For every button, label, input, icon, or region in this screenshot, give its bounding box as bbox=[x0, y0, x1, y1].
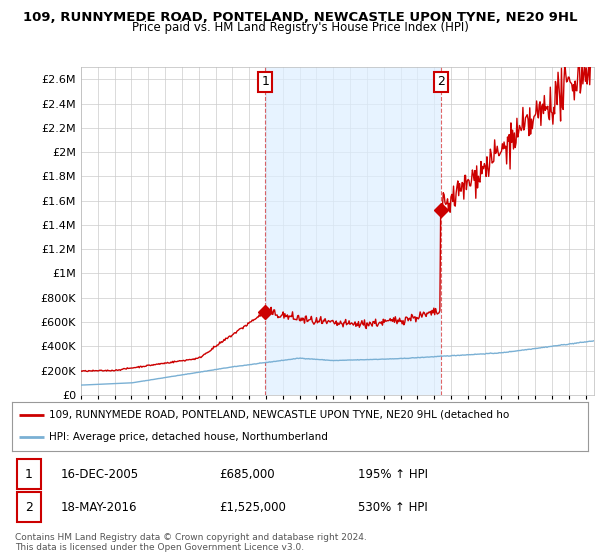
FancyBboxPatch shape bbox=[17, 492, 41, 522]
Text: 530% ↑ HPI: 530% ↑ HPI bbox=[358, 501, 427, 514]
Text: 109, RUNNYMEDE ROAD, PONTELAND, NEWCASTLE UPON TYNE, NE20 9HL: 109, RUNNYMEDE ROAD, PONTELAND, NEWCASTL… bbox=[23, 11, 577, 24]
Text: HPI: Average price, detached house, Northumberland: HPI: Average price, detached house, Nort… bbox=[49, 432, 328, 442]
Text: £1,525,000: £1,525,000 bbox=[220, 501, 286, 514]
Text: 1: 1 bbox=[25, 468, 32, 480]
Text: 2: 2 bbox=[25, 501, 32, 514]
Text: 1: 1 bbox=[262, 76, 269, 88]
Text: £685,000: £685,000 bbox=[220, 468, 275, 480]
Text: 195% ↑ HPI: 195% ↑ HPI bbox=[358, 468, 428, 480]
Text: 16-DEC-2005: 16-DEC-2005 bbox=[61, 468, 139, 480]
Bar bbox=[265, 67, 440, 395]
Text: 18-MAY-2016: 18-MAY-2016 bbox=[61, 501, 137, 514]
Text: Contains HM Land Registry data © Crown copyright and database right 2024.: Contains HM Land Registry data © Crown c… bbox=[15, 533, 367, 542]
Text: 2: 2 bbox=[437, 76, 445, 88]
Text: Price paid vs. HM Land Registry's House Price Index (HPI): Price paid vs. HM Land Registry's House … bbox=[131, 21, 469, 34]
Text: This data is licensed under the Open Government Licence v3.0.: This data is licensed under the Open Gov… bbox=[15, 543, 304, 552]
FancyBboxPatch shape bbox=[17, 459, 41, 489]
Text: 109, RUNNYMEDE ROAD, PONTELAND, NEWCASTLE UPON TYNE, NE20 9HL (detached ho: 109, RUNNYMEDE ROAD, PONTELAND, NEWCASTL… bbox=[49, 410, 509, 420]
